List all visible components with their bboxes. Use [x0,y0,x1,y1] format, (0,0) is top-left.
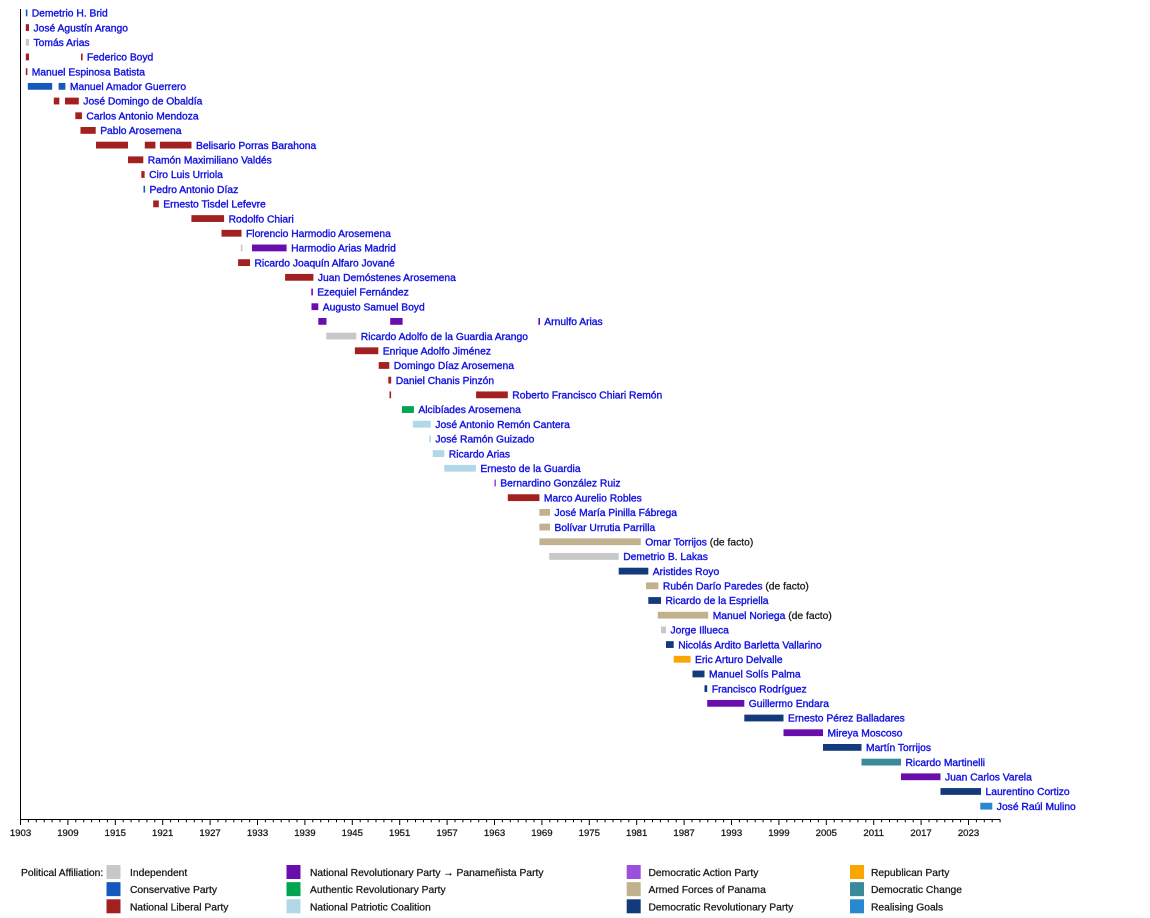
svg-text:National Revolutionary Party →: National Revolutionary Party → Panameñis… [310,868,544,879]
svg-text:Domingo Díaz Arosemena: Domingo Díaz Arosemena [394,361,514,372]
svg-text:Roberto Francisco Chiari Remón: Roberto Francisco Chiari Remón [512,391,662,402]
svg-text:José Ramón Guizado: José Ramón Guizado [435,435,534,446]
svg-text:Pablo Arosemena: Pablo Arosemena [100,126,182,137]
svg-text:1915: 1915 [105,828,126,839]
svg-text:Ricardo Adolfo de la Guardia A: Ricardo Adolfo de la Guardia Arango [361,332,528,343]
svg-text:Tomás Arias: Tomás Arias [34,38,90,49]
svg-text:Manuel Solís Palma: Manuel Solís Palma [709,670,801,681]
svg-text:Ricardo de la Espriella: Ricardo de la Espriella [666,596,769,607]
svg-text:1927: 1927 [199,828,220,839]
svg-text:Independent: Independent [130,868,187,879]
svg-text:1999: 1999 [768,828,789,839]
svg-text:Demetrio B. Lakas: Demetrio B. Lakas [623,552,708,563]
svg-text:Augusto Samuel Boyd: Augusto Samuel Boyd [323,302,425,313]
svg-text:José Domingo de Obaldía: José Domingo de Obaldía [83,97,202,108]
svg-text:National Patriotic Coalition: National Patriotic Coalition [310,902,431,913]
svg-text:2017: 2017 [910,828,931,839]
svg-text:1975: 1975 [579,828,600,839]
svg-text:Martín Torrijos: Martín Torrijos [866,743,931,754]
svg-text:Bernardino González Ruiz: Bernardino González Ruiz [500,479,620,490]
svg-text:1939: 1939 [294,828,315,839]
svg-text:Federico Boyd: Federico Boyd [87,53,154,64]
svg-text:Ricardo Joaquín Alfaro Jované: Ricardo Joaquín Alfaro Jované [255,258,396,269]
svg-text:Authentic Revolutionary Party: Authentic Revolutionary Party [310,885,446,896]
svg-text:José Raúl Mulino: José Raúl Mulino [997,802,1076,813]
svg-text:1993: 1993 [721,828,742,839]
svg-text:Daniel Chanis Pinzón: Daniel Chanis Pinzón [396,376,495,387]
svg-text:Jorge Illueca: Jorge Illueca [671,626,730,637]
svg-text:Marco Aurelio Robles: Marco Aurelio Robles [544,493,642,504]
svg-text:National Liberal Party: National Liberal Party [130,902,229,913]
svg-text:Democratic Revolutionary Party: Democratic Revolutionary Party [649,902,795,913]
svg-text:Democratic Change: Democratic Change [871,885,962,896]
svg-text:Republican Party: Republican Party [871,868,950,879]
svg-text:Belisario Porras Barahona: Belisario Porras Barahona [196,141,316,152]
svg-text:Ciro Luis Urriola: Ciro Luis Urriola [149,170,223,181]
svg-text:Aristides Royo: Aristides Royo [653,567,720,578]
svg-text:Political Affiliation:: Political Affiliation: [21,868,103,879]
svg-text:Juan Demóstenes Arosemena: Juan Demóstenes Arosemena [318,273,456,284]
svg-text:1987: 1987 [673,828,694,839]
svg-text:Democratic Action Party: Democratic Action Party [649,868,760,879]
svg-text:Nicolás Ardito Barletta Vallar: Nicolás Ardito Barletta Vallarino [678,640,822,651]
svg-text:Ernesto de la Guardia: Ernesto de la Guardia [480,464,580,475]
svg-text:Manuel Noriega (de facto): Manuel Noriega (de facto) [713,611,832,622]
svg-text:Mireya Moscoso: Mireya Moscoso [828,728,903,739]
svg-text:1909: 1909 [57,828,78,839]
svg-text:Manuel Espinosa Batista: Manuel Espinosa Batista [32,67,146,78]
svg-text:Realising Goals: Realising Goals [871,902,943,913]
svg-text:Manuel Amador Guerrero: Manuel Amador Guerrero [70,82,186,93]
svg-text:1969: 1969 [531,828,552,839]
svg-text:Armed Forces of Panama: Armed Forces of Panama [649,885,767,896]
svg-text:1981: 1981 [626,828,647,839]
svg-text:Rodolfo Chiari: Rodolfo Chiari [229,214,294,225]
svg-text:José Antonio Remón Cantera: José Antonio Remón Cantera [435,420,570,431]
svg-text:Ricardo Arias: Ricardo Arias [449,449,510,460]
svg-text:2011: 2011 [863,828,884,839]
svg-text:Rubén Darío Paredes (de facto): Rubén Darío Paredes (de facto) [663,582,809,593]
svg-text:Florencio Harmodio Arosemena: Florencio Harmodio Arosemena [246,229,391,240]
svg-text:Bolívar Urrutia Parrilla: Bolívar Urrutia Parrilla [555,523,656,534]
svg-text:Omar Torrijos (de facto): Omar Torrijos (de facto) [645,537,753,548]
svg-text:1903: 1903 [10,828,31,839]
svg-text:José María Pinilla Fábrega: José María Pinilla Fábrega [555,508,678,519]
svg-text:Demetrio H. Brid: Demetrio H. Brid [32,9,108,20]
svg-text:Harmodio Arias Madrid: Harmodio Arias Madrid [291,244,396,255]
svg-text:Eric Arturo Delvalle: Eric Arturo Delvalle [695,655,783,666]
svg-text:Pedro Antonio Díaz: Pedro Antonio Díaz [150,185,239,196]
svg-text:2005: 2005 [816,828,837,839]
svg-text:Arnulfo Arias: Arnulfo Arias [544,317,602,328]
svg-text:Ernesto Tisdel Lefevre: Ernesto Tisdel Lefevre [163,200,266,211]
svg-text:Ramón Maximiliano Valdés: Ramón Maximiliano Valdés [148,156,272,167]
svg-text:1945: 1945 [342,828,363,839]
svg-text:2023: 2023 [958,828,979,839]
svg-text:Enrique Adolfo Jiménez: Enrique Adolfo Jiménez [383,346,491,357]
svg-text:Carlos Antonio Mendoza: Carlos Antonio Mendoza [86,111,198,122]
svg-text:1921: 1921 [152,828,173,839]
svg-text:Ricardo Martinelli: Ricardo Martinelli [906,758,986,769]
svg-text:Ernesto Pérez Balladares: Ernesto Pérez Balladares [788,714,905,725]
svg-text:José Agustín Arango: José Agustín Arango [34,23,129,34]
svg-text:Guillermo Endara: Guillermo Endara [749,699,829,710]
svg-text:Juan Carlos Varela: Juan Carlos Varela [945,772,1032,783]
svg-text:1951: 1951 [389,828,410,839]
svg-text:Laurentino Cortizo: Laurentino Cortizo [986,787,1070,798]
svg-text:Alcibíades Arosemena: Alcibíades Arosemena [418,405,521,416]
svg-text:Ezequiel Fernández: Ezequiel Fernández [317,288,409,299]
svg-text:1933: 1933 [247,828,268,839]
svg-text:1957: 1957 [436,828,457,839]
svg-text:Conservative Party: Conservative Party [130,885,218,896]
svg-text:Francisco Rodríguez: Francisco Rodríguez [712,684,807,695]
svg-text:1963: 1963 [484,828,505,839]
